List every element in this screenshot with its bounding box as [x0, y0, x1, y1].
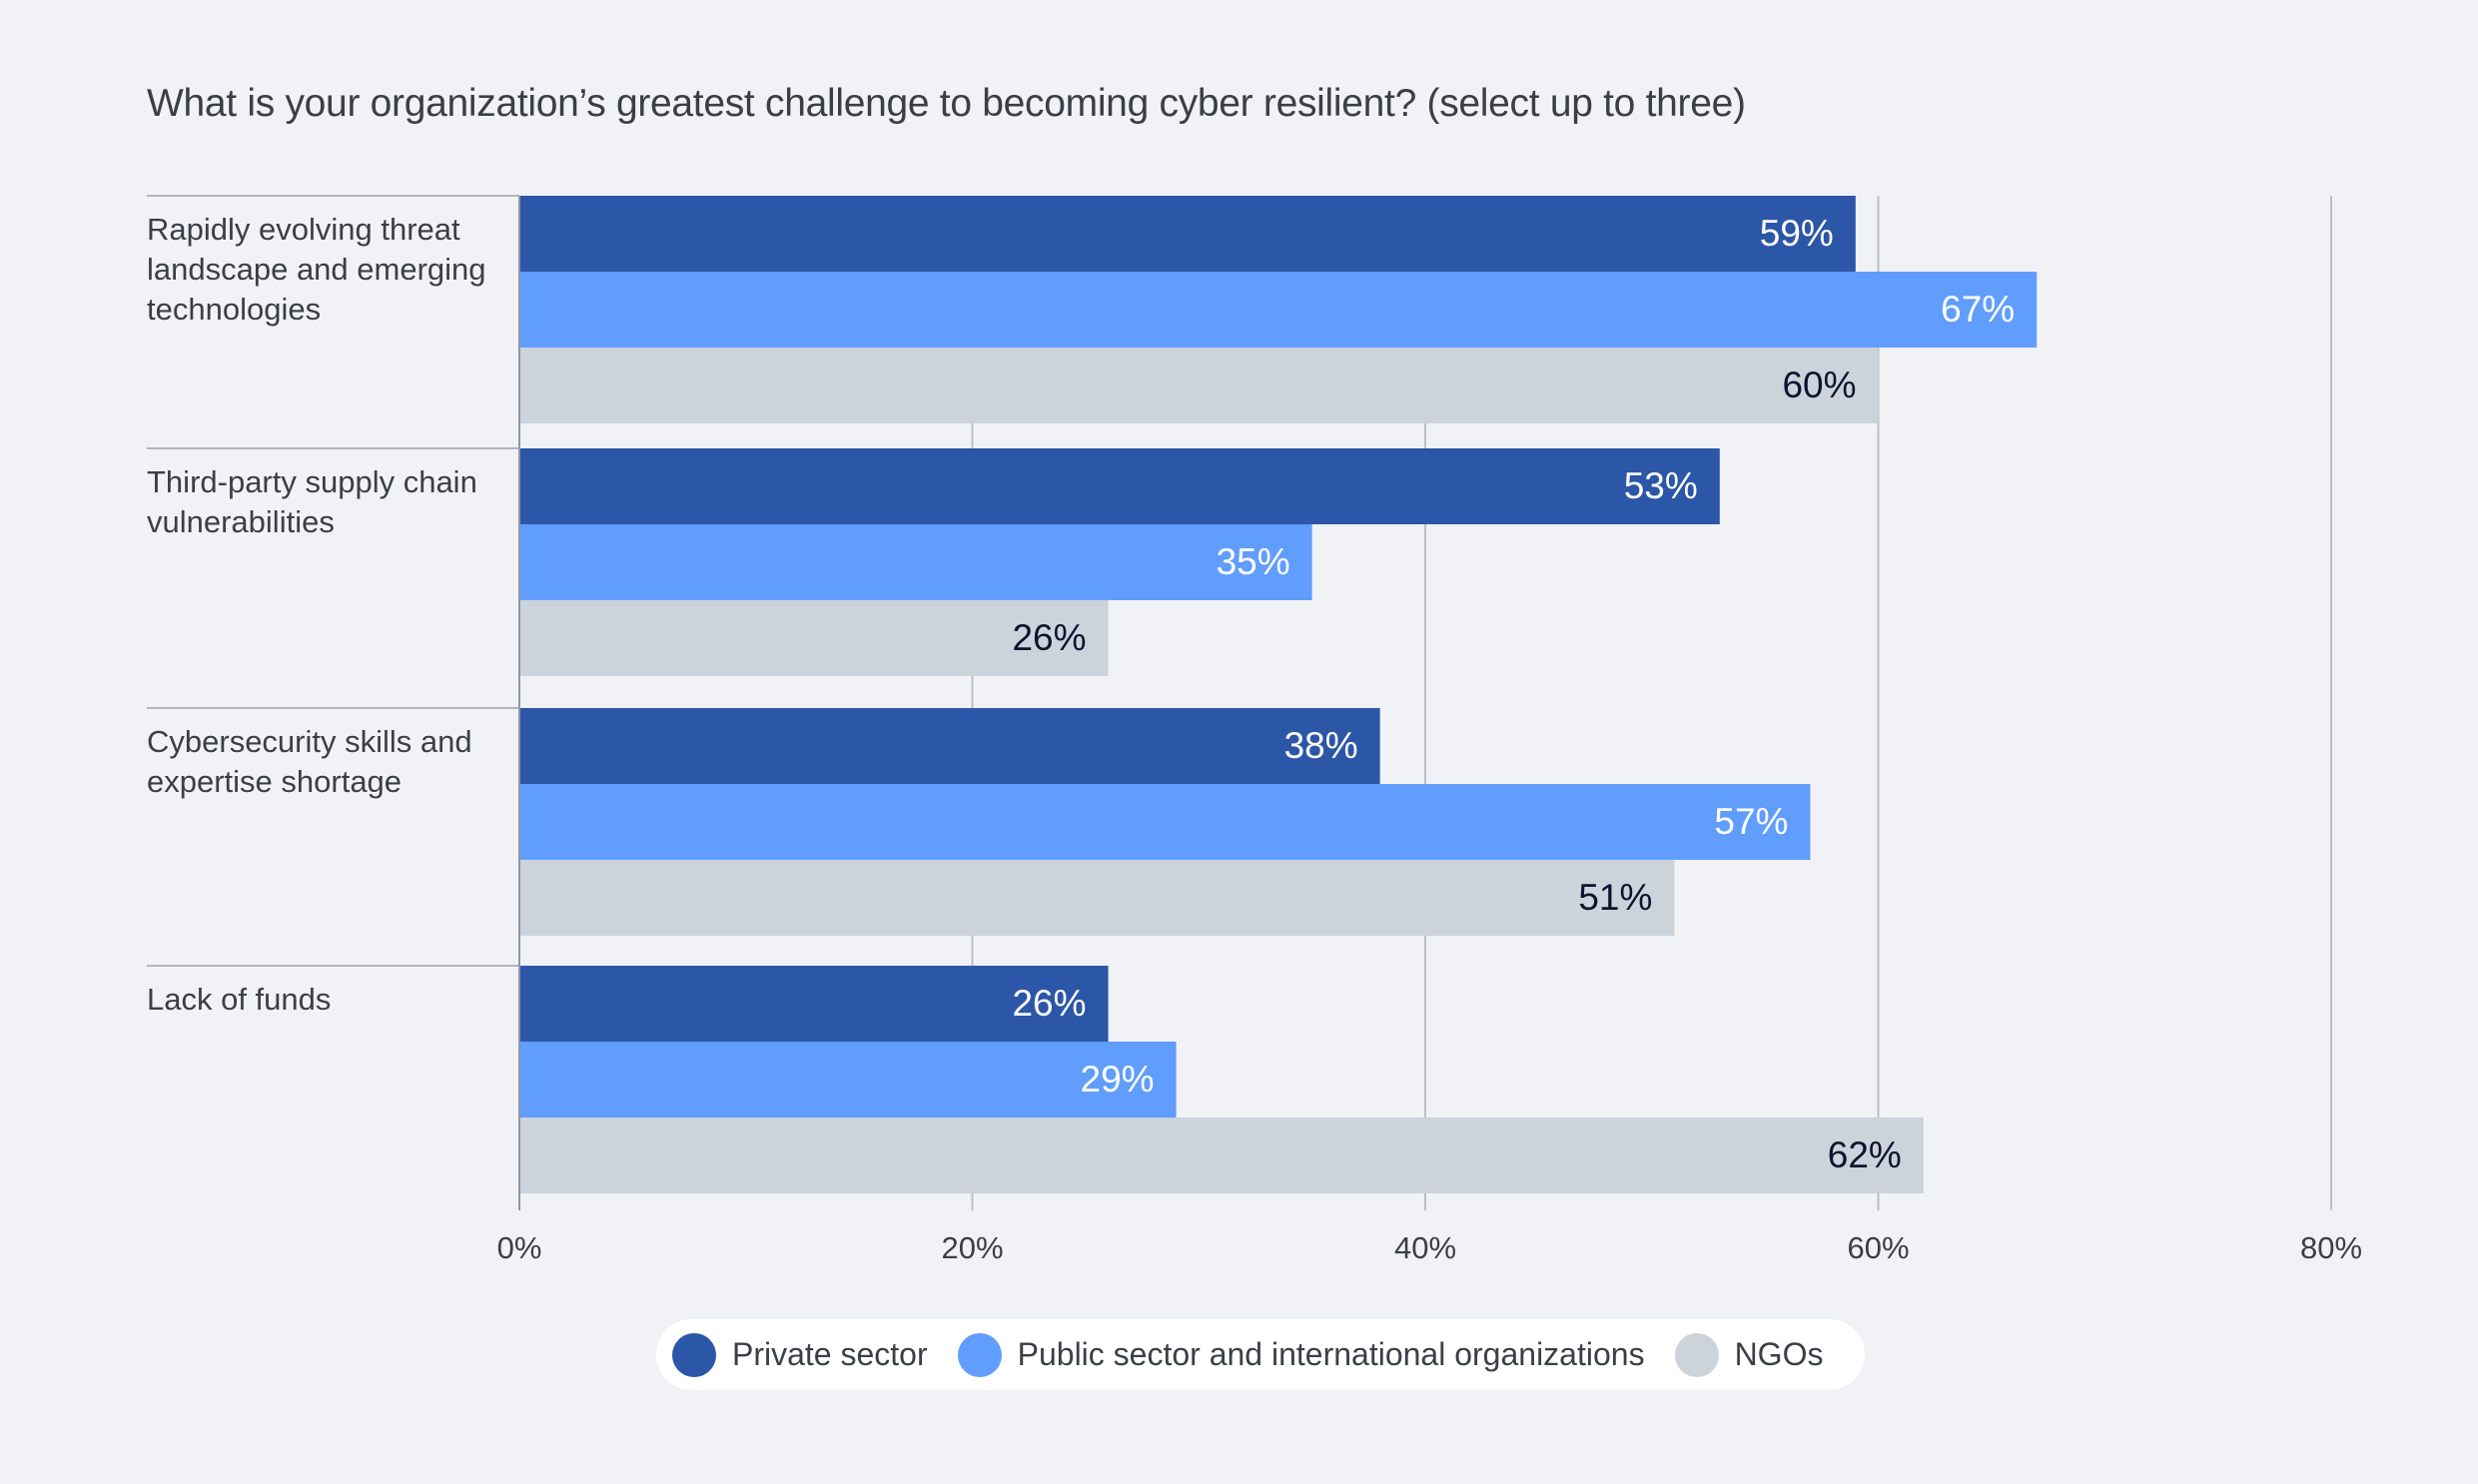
data-label: 29%	[1081, 1059, 1155, 1100]
data-label: 67%	[1941, 289, 2015, 330]
data-label: 60%	[1782, 365, 1856, 405]
x-tick-label: 20%	[941, 1230, 1003, 1265]
x-tick-label: 0%	[497, 1230, 542, 1265]
legend-item: Private sector	[672, 1332, 928, 1377]
bar	[519, 348, 1879, 423]
legend-swatch-icon	[1674, 1332, 1719, 1377]
legend: Private sector Public sector and internat…	[656, 1319, 1865, 1390]
data-label: 57%	[1714, 801, 1788, 842]
bar	[519, 600, 1109, 676]
data-label: 53%	[1624, 465, 1698, 506]
legend-item: Public sector and international organiza…	[957, 1332, 1645, 1377]
bar	[519, 448, 1720, 524]
chart-title: What is your organization’s greatest cha…	[147, 82, 1746, 125]
category-label: Lack of funds	[147, 982, 332, 1017]
x-tick-label: 60%	[1847, 1230, 1909, 1265]
data-label: 62%	[1828, 1134, 1902, 1175]
category-label: Third-party supply chain vulnerabilities	[147, 464, 477, 539]
legend-swatch-icon	[957, 1332, 1002, 1377]
data-label: 59%	[1760, 213, 1834, 254]
legend-swatch-icon	[672, 1332, 716, 1377]
bar	[519, 196, 1856, 272]
bar	[519, 272, 2038, 348]
legend-label: NGOs	[1734, 1336, 1824, 1372]
bar	[519, 860, 1675, 936]
x-tick-label: 40%	[1394, 1230, 1456, 1265]
bar	[519, 708, 1380, 784]
legend-item: NGOs	[1674, 1332, 1824, 1377]
bar	[519, 784, 1811, 860]
legend-label: Public sector and international organiza…	[1017, 1336, 1645, 1372]
bar	[519, 1117, 1924, 1193]
data-label: 26%	[1012, 983, 1086, 1024]
x-tick-label: 80%	[2300, 1230, 2362, 1265]
data-label: 38%	[1284, 725, 1358, 766]
legend-label: Private sector	[732, 1336, 928, 1372]
data-label: 35%	[1217, 541, 1290, 582]
bar	[519, 1042, 1177, 1117]
bar	[519, 524, 1312, 600]
data-label: 26%	[1012, 617, 1086, 658]
category-label: Rapidly evolving threat landscape and em…	[147, 212, 486, 327]
data-label: 51%	[1578, 877, 1652, 918]
category-label: Cybersecurity skills and expertise short…	[147, 724, 472, 799]
bar	[519, 966, 1109, 1042]
